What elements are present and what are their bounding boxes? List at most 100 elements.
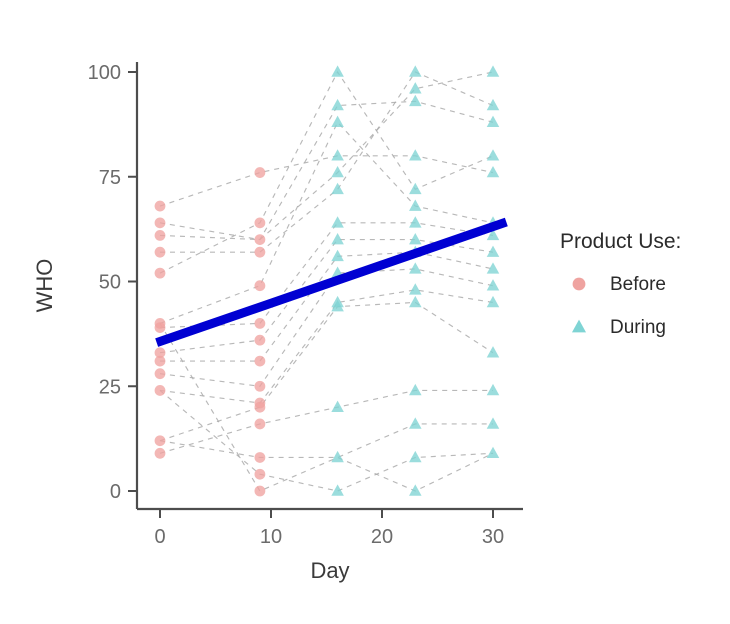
legend-item-before[interactable]: Before bbox=[572, 274, 666, 295]
subject-trajectory-line bbox=[159, 268, 494, 387]
y-tick-label: 0 bbox=[110, 481, 121, 503]
subject-trajectory-line bbox=[159, 389, 493, 454]
y-tick-label: 100 bbox=[88, 62, 121, 84]
data-point-during bbox=[486, 65, 500, 77]
legend-title: Product Use: bbox=[560, 230, 681, 253]
data-point-during bbox=[486, 262, 500, 274]
data-point-during bbox=[331, 115, 344, 128]
data-point-during bbox=[331, 249, 344, 262]
data-point-during bbox=[409, 65, 422, 77]
subject-trajectory-line bbox=[160, 251, 494, 362]
data-point-before bbox=[154, 267, 166, 279]
data-point-during bbox=[486, 446, 500, 459]
legend-label: Before bbox=[610, 274, 666, 295]
data-point-during bbox=[409, 199, 422, 211]
data-point-before bbox=[254, 167, 266, 178]
data-point-during bbox=[409, 283, 422, 295]
data-point-during bbox=[409, 484, 422, 496]
legend-item-during[interactable]: During bbox=[571, 317, 666, 338]
subject-trajectory-line bbox=[159, 423, 493, 459]
data-point-during bbox=[486, 295, 500, 308]
data-point-before bbox=[254, 355, 266, 367]
data-points-group bbox=[154, 65, 500, 497]
data-point-during bbox=[409, 94, 422, 107]
data-point-during bbox=[331, 98, 344, 111]
data-point-during bbox=[409, 182, 422, 195]
data-point-before bbox=[154, 447, 166, 459]
legend-triangle-icon bbox=[571, 319, 587, 333]
x-tick-label: 30 bbox=[482, 526, 504, 548]
data-point-during bbox=[409, 262, 422, 274]
data-point-during bbox=[331, 216, 344, 228]
data-point-before bbox=[154, 230, 166, 241]
data-point-before bbox=[254, 418, 266, 430]
data-point-during bbox=[409, 417, 422, 429]
data-point-during bbox=[486, 149, 500, 161]
y-tick-label: 75 bbox=[99, 167, 121, 189]
series-during bbox=[331, 65, 500, 496]
data-point-before bbox=[154, 322, 166, 333]
regression-trend-line bbox=[155, 217, 508, 347]
axes-group: 0 25 50 75 100 0 10 20 30 Day WHO bbox=[32, 62, 523, 583]
data-point-before bbox=[154, 385, 166, 396]
subject-trajectory-line bbox=[159, 100, 494, 241]
data-point-during bbox=[331, 182, 344, 195]
x-tick-label: 0 bbox=[154, 526, 165, 548]
data-point-during bbox=[331, 65, 344, 77]
data-point-during bbox=[409, 450, 422, 463]
data-point-before bbox=[154, 355, 166, 367]
data-point-during bbox=[486, 346, 500, 358]
data-point-during bbox=[409, 149, 422, 161]
subject-trajectory-line bbox=[159, 239, 494, 354]
data-point-before bbox=[154, 368, 166, 380]
x-tick-label: 20 bbox=[371, 526, 393, 548]
data-point-during bbox=[486, 228, 500, 241]
data-point-before bbox=[154, 347, 166, 359]
y-tick-label: 25 bbox=[99, 376, 121, 398]
data-point-before bbox=[254, 401, 266, 413]
data-point-before bbox=[254, 380, 266, 392]
data-point-before bbox=[154, 435, 166, 447]
data-point-before bbox=[254, 468, 266, 480]
data-point-during bbox=[331, 484, 344, 496]
data-point-during bbox=[486, 417, 500, 429]
data-point-before bbox=[254, 234, 266, 246]
data-point-during bbox=[409, 383, 422, 396]
data-point-before bbox=[254, 452, 266, 463]
data-point-during bbox=[486, 245, 500, 257]
data-point-before bbox=[254, 334, 266, 346]
data-point-during bbox=[331, 165, 344, 178]
data-point-before bbox=[254, 280, 266, 292]
legend-label: During bbox=[610, 317, 666, 338]
subject-trajectory-line bbox=[159, 389, 494, 492]
data-point-during bbox=[486, 98, 500, 111]
data-point-before bbox=[254, 217, 266, 229]
data-point-before bbox=[254, 246, 266, 258]
x-tick-label: 10 bbox=[260, 526, 282, 548]
data-point-before bbox=[154, 200, 166, 212]
y-tick-label: 50 bbox=[99, 272, 121, 294]
data-point-during bbox=[486, 165, 500, 178]
data-point-before bbox=[154, 217, 166, 229]
data-point-during bbox=[486, 115, 500, 128]
data-point-before bbox=[254, 318, 266, 329]
data-point-during bbox=[331, 450, 344, 463]
data-point-during bbox=[409, 233, 422, 245]
data-point-during bbox=[409, 216, 422, 228]
data-point-before bbox=[254, 485, 266, 497]
data-point-during bbox=[331, 400, 344, 412]
subject-trajectory-line bbox=[159, 289, 494, 404]
legend-group: Product Use: Before During bbox=[560, 230, 681, 338]
data-point-during bbox=[331, 149, 344, 161]
y-axis-title: WHO bbox=[32, 259, 57, 313]
data-point-during bbox=[486, 279, 500, 291]
subject-trajectory-line bbox=[159, 71, 494, 241]
data-point-before bbox=[154, 246, 166, 258]
legend-circle-icon bbox=[572, 277, 586, 291]
x-axis-title: Day bbox=[310, 558, 349, 583]
data-point-during bbox=[409, 295, 422, 308]
subject-trajectory-line bbox=[159, 121, 494, 324]
data-point-during bbox=[331, 233, 344, 245]
